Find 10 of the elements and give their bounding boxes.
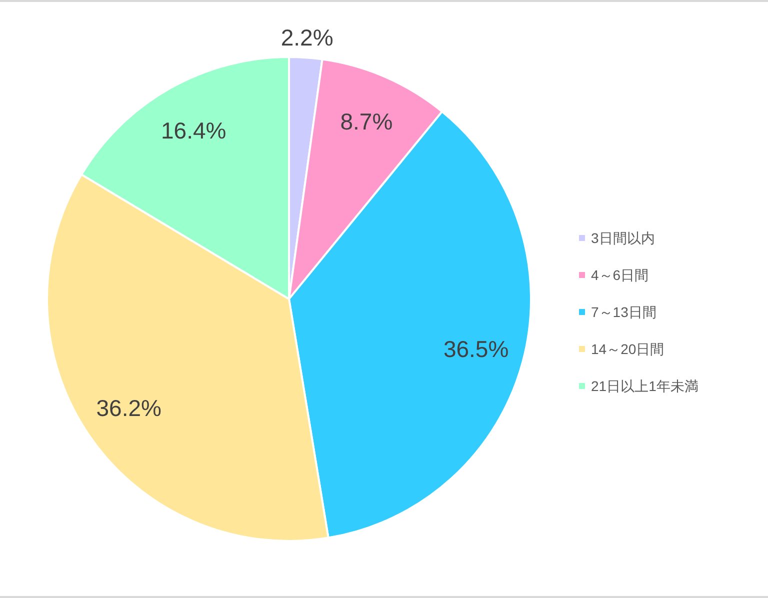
legend-label: 7～13日間 xyxy=(591,304,656,320)
legend-label: 21日以上1年未満 xyxy=(591,378,698,394)
data-label: 2.2% xyxy=(280,24,334,51)
legend-label: 3日間以内 xyxy=(591,230,655,246)
data-label: 36.5% xyxy=(443,336,509,362)
data-label: 16.4% xyxy=(161,118,226,144)
legend-label: 14～20日間 xyxy=(591,341,664,357)
legend-label: 4～6日間 xyxy=(591,267,649,283)
data-label: 36.2% xyxy=(96,394,162,421)
data-label: 8.7% xyxy=(340,108,393,135)
